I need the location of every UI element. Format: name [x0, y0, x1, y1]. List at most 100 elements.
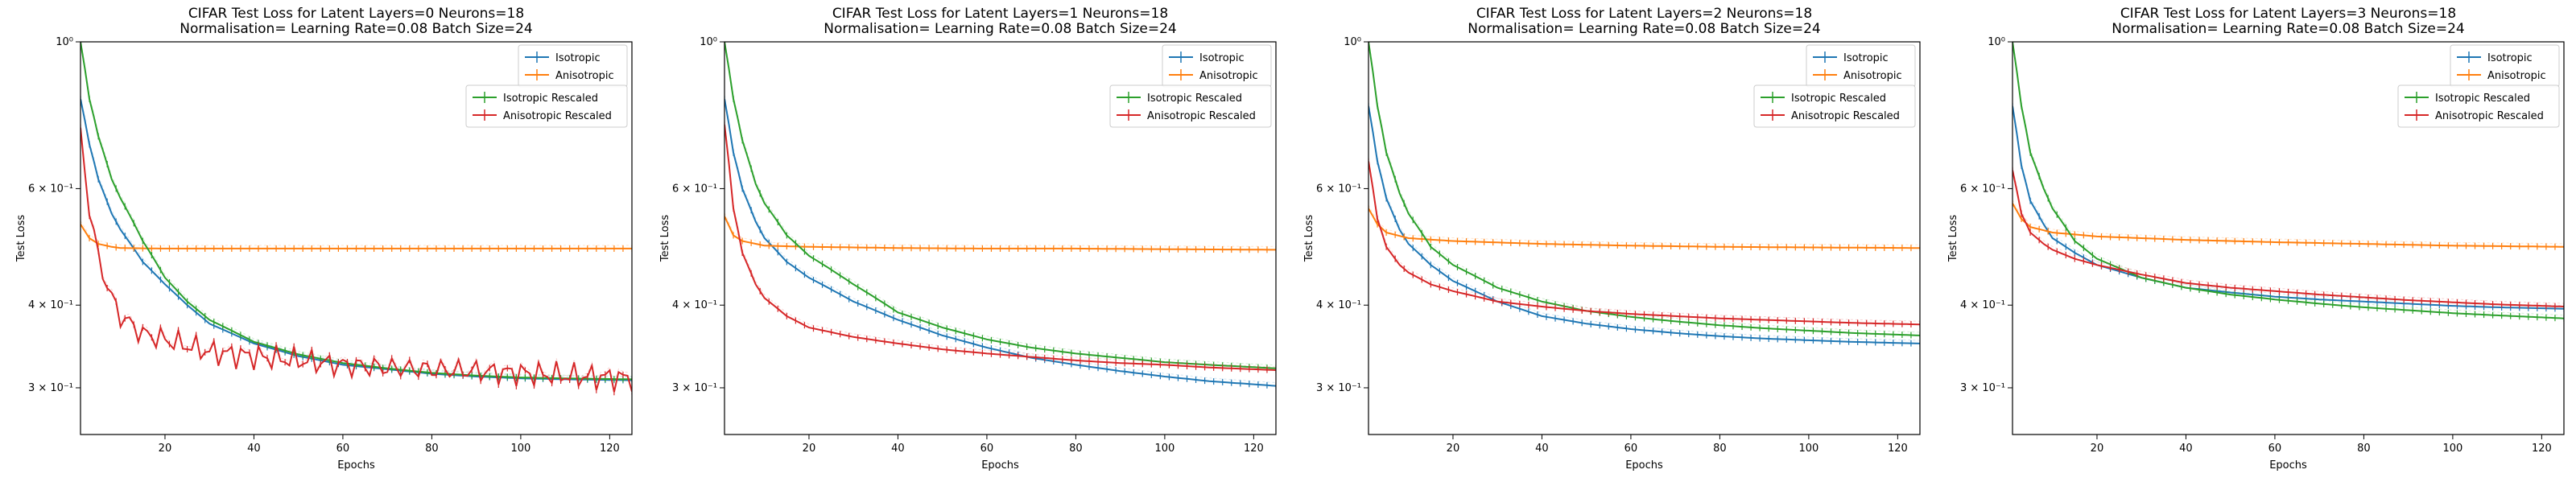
x-tick-label: 40: [1535, 443, 1549, 455]
x-tick-label: 40: [247, 443, 261, 455]
y-tick-label: 10⁰: [1988, 36, 2005, 48]
x-tick-label: 120: [600, 443, 620, 455]
series-band-anisotropic: [80, 220, 632, 246]
y-tick-label: 4 × 10⁻¹: [1316, 299, 1361, 311]
y-tick-label: 3 × 10⁻¹: [1960, 382, 2005, 394]
legend: Isotropic Rescaled Anisotropic Rescaled: [465, 84, 628, 128]
legend-label: Isotropic Rescaled: [1791, 93, 1886, 105]
legend-label: Anisotropic Rescaled: [1147, 110, 1256, 122]
legend-label: Anisotropic: [555, 70, 614, 82]
x-tick-label: 60: [980, 443, 994, 455]
x-axis-label: Epochs: [981, 459, 1019, 472]
series-group: [1368, 42, 1920, 347]
x-tick-label: 120: [1888, 443, 1908, 455]
legend-box: [1109, 84, 1272, 128]
x-tick-label: 20: [1447, 443, 1460, 455]
series-line-anisotropic: [1368, 208, 1920, 249]
x-tick-label: 100: [1154, 443, 1174, 455]
y-tick-label: 3 × 10⁻¹: [1316, 382, 1361, 394]
x-tick-label: 80: [1713, 443, 1727, 455]
legend: Isotropic Rescaled Anisotropic Rescaled: [1109, 84, 1272, 128]
y-tick-label: 10⁰: [1344, 36, 1361, 48]
chart-subtitle: Normalisation= Learning Rate=0.08 Batch …: [1468, 21, 1820, 37]
legend-label: Isotropic: [2487, 52, 2533, 64]
axes-frame: [2012, 41, 2565, 435]
series-band-isotropic-rescaled: [2013, 42, 2564, 316]
series-line-isotropic: [1368, 105, 1920, 344]
series-band-isotropic-rescaled: [724, 42, 1276, 366]
series-band-isotropic: [1368, 102, 1920, 341]
x-tick-label: 20: [159, 443, 172, 455]
series-line-anisotropic-rescaled: [80, 127, 632, 393]
y-axis-label: Test Loss: [1303, 215, 1315, 262]
y-tick-label: 4 × 10⁻¹: [1960, 299, 2005, 311]
x-axis-label: Epochs: [2269, 459, 2307, 472]
legend-label: Anisotropic: [1843, 70, 1902, 82]
series-band-anisotropic-rescaled: [1368, 158, 1920, 322]
y-tick-label: 4 × 10⁻¹: [672, 299, 717, 311]
chart-panel-1: CIFAR Test Loss for Latent Layers=0 Neur…: [15, 6, 633, 472]
legend-label: Isotropic: [555, 52, 601, 64]
series-group: [724, 42, 1276, 389]
chart-title: CIFAR Test Loss for Latent Layers=3 Neur…: [2120, 6, 2456, 22]
chart-panel-4: CIFAR Test Loss for Latent Layers=3 Neur…: [1947, 6, 2565, 472]
series-band-anisotropic-rescaled: [80, 124, 632, 389]
legend-label: Anisotropic Rescaled: [2435, 110, 2544, 122]
y-tick-label: 3 × 10⁻¹: [28, 382, 73, 394]
chart-subtitle: Normalisation= Learning Rate=0.08 Batch …: [180, 21, 532, 37]
legend: Isotropic Anisotropic: [1162, 44, 1272, 88]
y-tick-label: 6 × 10⁻¹: [28, 183, 73, 195]
y-tick-label: 10⁰: [700, 36, 717, 48]
chart-title: CIFAR Test Loss for Latent Layers=1 Neur…: [832, 6, 1168, 22]
y-axis-label: Test Loss: [15, 215, 27, 262]
series-line-isotropic: [80, 98, 632, 381]
legend-label: Isotropic Rescaled: [1147, 93, 1242, 105]
series-group: [2013, 42, 2564, 322]
x-tick-label: 120: [2532, 443, 2552, 455]
chart-panel-2: CIFAR Test Loss for Latent Layers=1 Neur…: [659, 6, 1277, 472]
y-tick-label: 10⁰: [56, 36, 73, 48]
series-line-anisotropic-rescaled: [2013, 170, 2564, 307]
chart-subtitle: Normalisation= Learning Rate=0.08 Batch …: [2112, 21, 2464, 37]
legend-label: Isotropic Rescaled: [503, 93, 598, 105]
legend-label: Anisotropic Rescaled: [503, 110, 612, 122]
axes-frame: [1368, 41, 1921, 435]
y-tick-label: 3 × 10⁻¹: [672, 382, 717, 394]
x-tick-label: 100: [510, 443, 530, 455]
x-tick-label: 60: [1624, 443, 1638, 455]
legend: Isotropic Anisotropic: [2450, 44, 2560, 88]
legend-label: Anisotropic: [2487, 70, 2546, 82]
y-tick-label: 6 × 10⁻¹: [1960, 183, 2005, 195]
x-tick-label: 100: [1798, 443, 1818, 455]
chart-title: CIFAR Test Loss for Latent Layers=2 Neur…: [1476, 6, 1812, 22]
x-tick-label: 40: [2179, 443, 2193, 455]
series-line-isotropic: [2013, 105, 2564, 310]
y-axis-label: Test Loss: [659, 215, 671, 262]
x-axis-label: Epochs: [1625, 459, 1663, 472]
legend: Isotropic Anisotropic: [518, 44, 628, 88]
y-tick-label: 4 × 10⁻¹: [28, 299, 73, 311]
legend-label: Isotropic: [1843, 52, 1889, 64]
legend-label: Anisotropic: [1199, 70, 1258, 82]
legend-label: Isotropic Rescaled: [2435, 93, 2530, 105]
axes-frame: [724, 41, 1277, 435]
chart-title: CIFAR Test Loss for Latent Layers=0 Neur…: [188, 6, 524, 22]
legend: Isotropic Anisotropic: [1806, 44, 1916, 88]
legend: Isotropic Rescaled Anisotropic Rescaled: [2397, 84, 2560, 128]
series-line-anisotropic: [80, 224, 632, 249]
series-line-anisotropic: [724, 216, 1276, 251]
x-tick-label: 80: [1069, 443, 1083, 455]
x-tick-label: 100: [2442, 443, 2462, 455]
series-group: [80, 42, 632, 396]
x-tick-label: 40: [891, 443, 905, 455]
x-tick-label: 80: [2357, 443, 2371, 455]
x-tick-label: 120: [1244, 443, 1264, 455]
legend-box: [1753, 84, 1916, 128]
legend-box: [465, 84, 628, 128]
legend: Isotropic Rescaled Anisotropic Rescaled: [1753, 84, 1916, 128]
x-axis-label: Epochs: [337, 459, 375, 472]
x-tick-label: 20: [2091, 443, 2104, 455]
x-tick-label: 60: [336, 443, 350, 455]
